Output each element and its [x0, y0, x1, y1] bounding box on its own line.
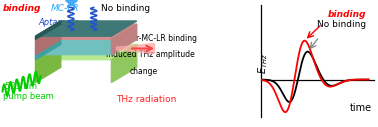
Polygon shape — [36, 21, 61, 39]
Polygon shape — [36, 44, 137, 60]
Text: pump beam: pump beam — [3, 92, 53, 101]
Text: THz radiation: THz radiation — [116, 95, 177, 104]
Polygon shape — [36, 39, 61, 60]
Text: $E_{THz}$: $E_{THz}$ — [256, 53, 270, 74]
Text: MC-LR: MC-LR — [51, 4, 79, 13]
Text: 523 nm: 523 nm — [5, 82, 37, 91]
Text: Aptamer-MC-LR binding: Aptamer-MC-LR binding — [106, 34, 197, 43]
Polygon shape — [112, 44, 137, 83]
Text: binding: binding — [3, 4, 41, 13]
Text: No binding: No binding — [101, 4, 150, 13]
Text: time: time — [350, 104, 372, 114]
Polygon shape — [116, 43, 155, 54]
Text: Aptamers: Aptamers — [38, 18, 79, 27]
Polygon shape — [36, 24, 61, 55]
Polygon shape — [36, 21, 137, 36]
Text: change: change — [129, 67, 157, 76]
Text: No binding: No binding — [317, 20, 366, 29]
Polygon shape — [36, 39, 137, 55]
Polygon shape — [36, 24, 137, 39]
Text: Induced THz amplitude: Induced THz amplitude — [106, 50, 195, 59]
Polygon shape — [112, 24, 137, 55]
Text: binding: binding — [327, 10, 366, 19]
Polygon shape — [36, 44, 61, 83]
